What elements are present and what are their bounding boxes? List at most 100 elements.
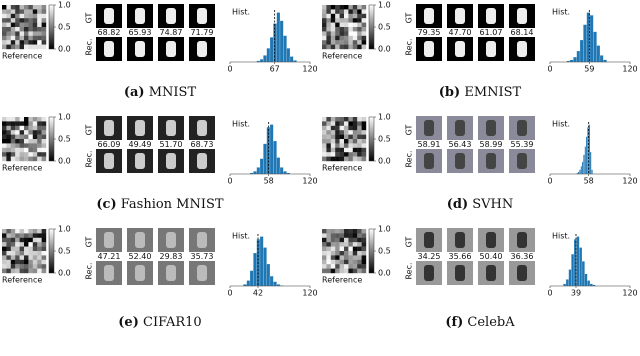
reference-pixel: [357, 13, 362, 19]
reference-pixel: [339, 237, 345, 243]
gt-image-content: [455, 232, 465, 248]
reference-pixel: [19, 143, 25, 148]
reference-pixel: [32, 147, 38, 153]
x-tick-label: 58: [264, 177, 274, 186]
hist-bar: [276, 12, 281, 63]
reference-pixel: [361, 147, 367, 153]
hist-bar: [283, 35, 287, 63]
reference-pixel: [344, 31, 349, 36]
reference-pixel: [326, 22, 331, 28]
reference-pixel: [361, 233, 367, 238]
colorbar-tick-label: 1.0: [378, 1, 391, 10]
reference-pixel: [330, 156, 336, 162]
reference-pixel: [32, 44, 38, 50]
score: 74.87: [160, 28, 183, 37]
panel: Reference 0.0 0.5 1.0 GT Rec. 34.25 35.66 50.40 3…: [322, 225, 638, 330]
reference-pixel: [15, 229, 20, 234]
reference-pixel: [326, 35, 331, 41]
reference-pixel: [344, 130, 349, 135]
reference-pixel: [339, 229, 345, 234]
reference-pixel: [10, 237, 16, 243]
score: 65.93: [129, 28, 152, 37]
gt-image-content: [486, 8, 496, 24]
reference-pixel: [24, 233, 29, 238]
reference-pixel: [326, 44, 331, 50]
reference-pixel: [6, 229, 11, 234]
reference-pixel: [330, 237, 336, 243]
reference-pixel: [348, 22, 353, 28]
reference-pixel: [352, 229, 358, 234]
reference-pixel: [335, 134, 340, 140]
reference-pixel: [330, 152, 336, 157]
reference-pixel: [19, 40, 25, 45]
reference-pixel: [322, 13, 327, 19]
hist-bar: [579, 247, 583, 287]
reference-pixel: [335, 237, 340, 243]
reference-pixel: [326, 147, 331, 153]
reference-pixel: [41, 35, 47, 41]
reference-pixel: [335, 13, 340, 19]
gt-image-content: [455, 120, 465, 136]
reference-pixel: [357, 22, 362, 28]
reference-pixel: [19, 242, 25, 247]
reference-pixel: [361, 139, 367, 144]
reference-pixel: [348, 242, 353, 247]
reference-pixel: [6, 40, 11, 45]
reference-pixel: [339, 268, 345, 274]
reference-pixel: [2, 13, 7, 19]
reference-pixel: [348, 255, 353, 260]
reference-pixel: [326, 117, 331, 122]
hist-bar: [289, 56, 294, 63]
reference-pixel: [37, 13, 42, 19]
score: 51.70: [160, 140, 183, 149]
reference-pixel: [357, 31, 362, 36]
caption-name: CIFAR10: [143, 315, 202, 330]
colorbar: [48, 4, 55, 50]
reference-pixel: [361, 264, 367, 269]
reference-pixel: [15, 130, 20, 135]
gt-image-content: [166, 232, 176, 248]
reference-pixel: [6, 233, 11, 238]
reference-pixel: [2, 237, 7, 243]
reference-pixel: [32, 13, 38, 19]
reference-pixel: [339, 143, 345, 148]
caption-name: MNIST: [149, 85, 197, 100]
reference-pixel: [24, 35, 29, 41]
reference-pixel: [2, 35, 7, 41]
score: 34.25: [418, 252, 441, 261]
x-tick-label: 0: [547, 289, 552, 298]
reference-pixel: [41, 259, 47, 265]
gt-image-content: [424, 232, 434, 248]
reference-pixel: [37, 147, 42, 153]
reference-pixel: [361, 18, 367, 23]
reference-pixel: [28, 9, 33, 14]
reference-pixel: [348, 130, 353, 135]
reference-pixel: [6, 35, 11, 41]
reference-pixel: [41, 31, 47, 36]
reference-pixel: [24, 27, 29, 32]
reference-pixel: [330, 134, 336, 140]
reference-pixel: [322, 139, 327, 144]
reference-pixel: [322, 125, 327, 131]
caption-letter: (c): [96, 197, 116, 212]
reference-pixel: [41, 152, 47, 157]
reference-pixel: [19, 147, 25, 153]
colorbar-tick-label: 0.0: [58, 45, 71, 54]
reference-pixel: [24, 44, 29, 50]
reference-pixel: [15, 134, 20, 140]
reference-pixel: [361, 255, 367, 260]
reference-pixel: [339, 139, 345, 144]
reference-pixel: [2, 5, 7, 10]
caption-letter: (b): [439, 85, 460, 100]
reference-pixel: [330, 143, 336, 148]
hist-label: Hist.: [232, 8, 250, 17]
reference-pixel: [6, 156, 11, 162]
reference-pixel: [339, 125, 345, 131]
reference-pixel: [335, 264, 340, 269]
reference-pixel: [24, 251, 29, 256]
hist-bar: [583, 24, 587, 63]
reference-pixel: [10, 268, 16, 274]
reference-pixel: [361, 31, 367, 36]
reference-pixel: [348, 264, 353, 269]
score: 47.21: [98, 252, 121, 261]
